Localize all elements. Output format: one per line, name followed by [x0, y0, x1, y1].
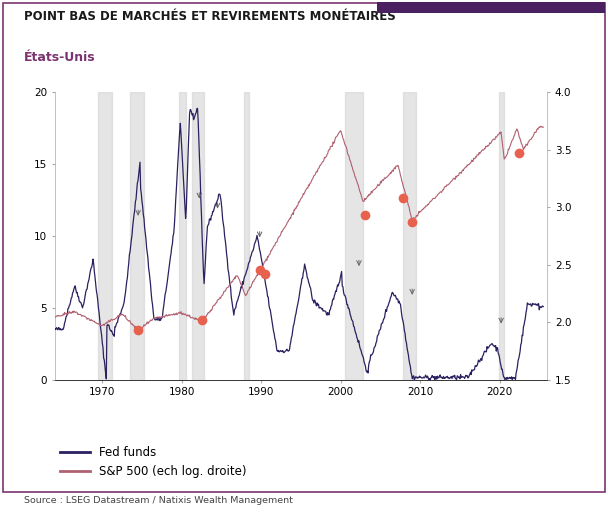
Bar — [98, 92, 112, 380]
Text: POINT BAS DE MARCHÉS ET REVIREMENTS MONÉTAIRES: POINT BAS DE MARCHÉS ET REVIREMENTS MONÉ… — [24, 10, 396, 23]
Text: Source : LSEG Datastream / Natixis Wealth Management: Source : LSEG Datastream / Natixis Wealt… — [24, 496, 293, 505]
Bar — [192, 92, 204, 380]
Bar — [402, 92, 416, 380]
Bar — [345, 92, 363, 380]
Bar — [244, 92, 249, 380]
Bar — [130, 92, 143, 380]
Bar — [499, 92, 504, 380]
Bar — [179, 92, 186, 380]
Legend: Fed funds, S&P 500 (ech log. droite): Fed funds, S&P 500 (ech log. droite) — [56, 442, 252, 483]
Text: États-Unis: États-Unis — [24, 51, 96, 64]
